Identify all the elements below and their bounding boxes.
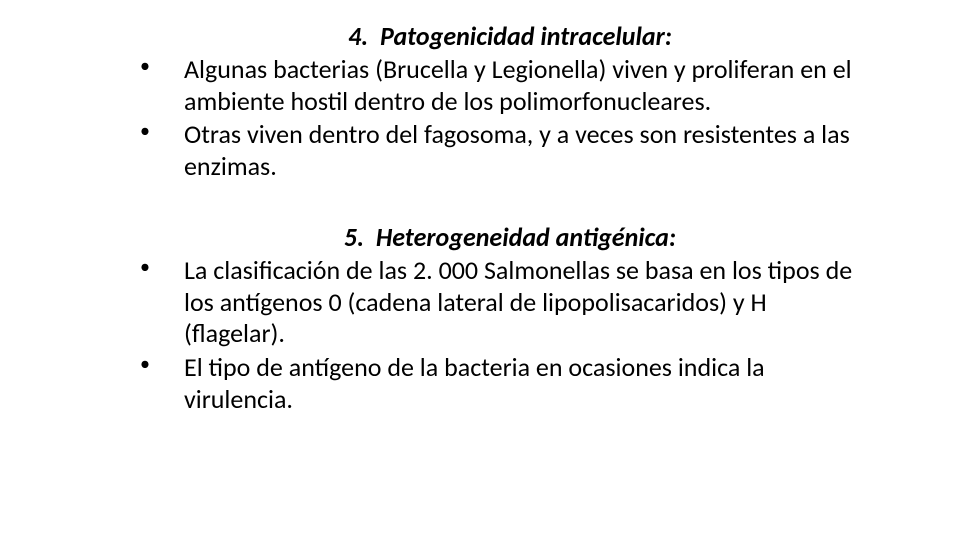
list-item: • El tipo de antígeno de la bacteria en … bbox=[140, 352, 860, 415]
bullet-text: Algunas bacterias (Brucella y Legionella… bbox=[184, 54, 860, 117]
heading-number: 5. bbox=[344, 221, 364, 253]
bullet-text: La clasificación de las 2. 000 Salmonell… bbox=[184, 255, 860, 350]
list-item: • Algunas bacterias (Brucella y Legionel… bbox=[140, 54, 860, 117]
bullet-list-4: • Algunas bacterias (Brucella y Legionel… bbox=[100, 54, 860, 183]
section-4: 4. Patogenicidad intracelular: • Algunas… bbox=[100, 20, 860, 183]
bullet-icon: • bbox=[140, 352, 150, 376]
bullet-text: El tipo de antígeno de la bacteria en oc… bbox=[184, 352, 860, 415]
bullet-list-5: • La clasificación de las 2. 000 Salmone… bbox=[100, 255, 860, 416]
list-item: • La clasificación de las 2. 000 Salmone… bbox=[140, 255, 860, 350]
bullet-icon: • bbox=[140, 119, 150, 143]
heading-text: Patogenicidad intracelular: bbox=[380, 20, 672, 52]
section-5-heading: 5. Heterogeneidad antigénica: bbox=[100, 221, 860, 253]
bullet-icon: • bbox=[140, 54, 150, 78]
list-item: • Otras viven dentro del fagosoma, y a v… bbox=[140, 119, 860, 182]
section-5: 5. Heterogeneidad antigénica: • La clasi… bbox=[100, 221, 860, 416]
bullet-icon: • bbox=[140, 255, 150, 279]
bullet-text: Otras viven dentro del fagosoma, y a vec… bbox=[184, 119, 860, 182]
heading-text: Heterogeneidad antigénica: bbox=[376, 221, 676, 253]
section-4-heading: 4. Patogenicidad intracelular: bbox=[100, 20, 860, 52]
heading-number: 4. bbox=[348, 20, 368, 52]
